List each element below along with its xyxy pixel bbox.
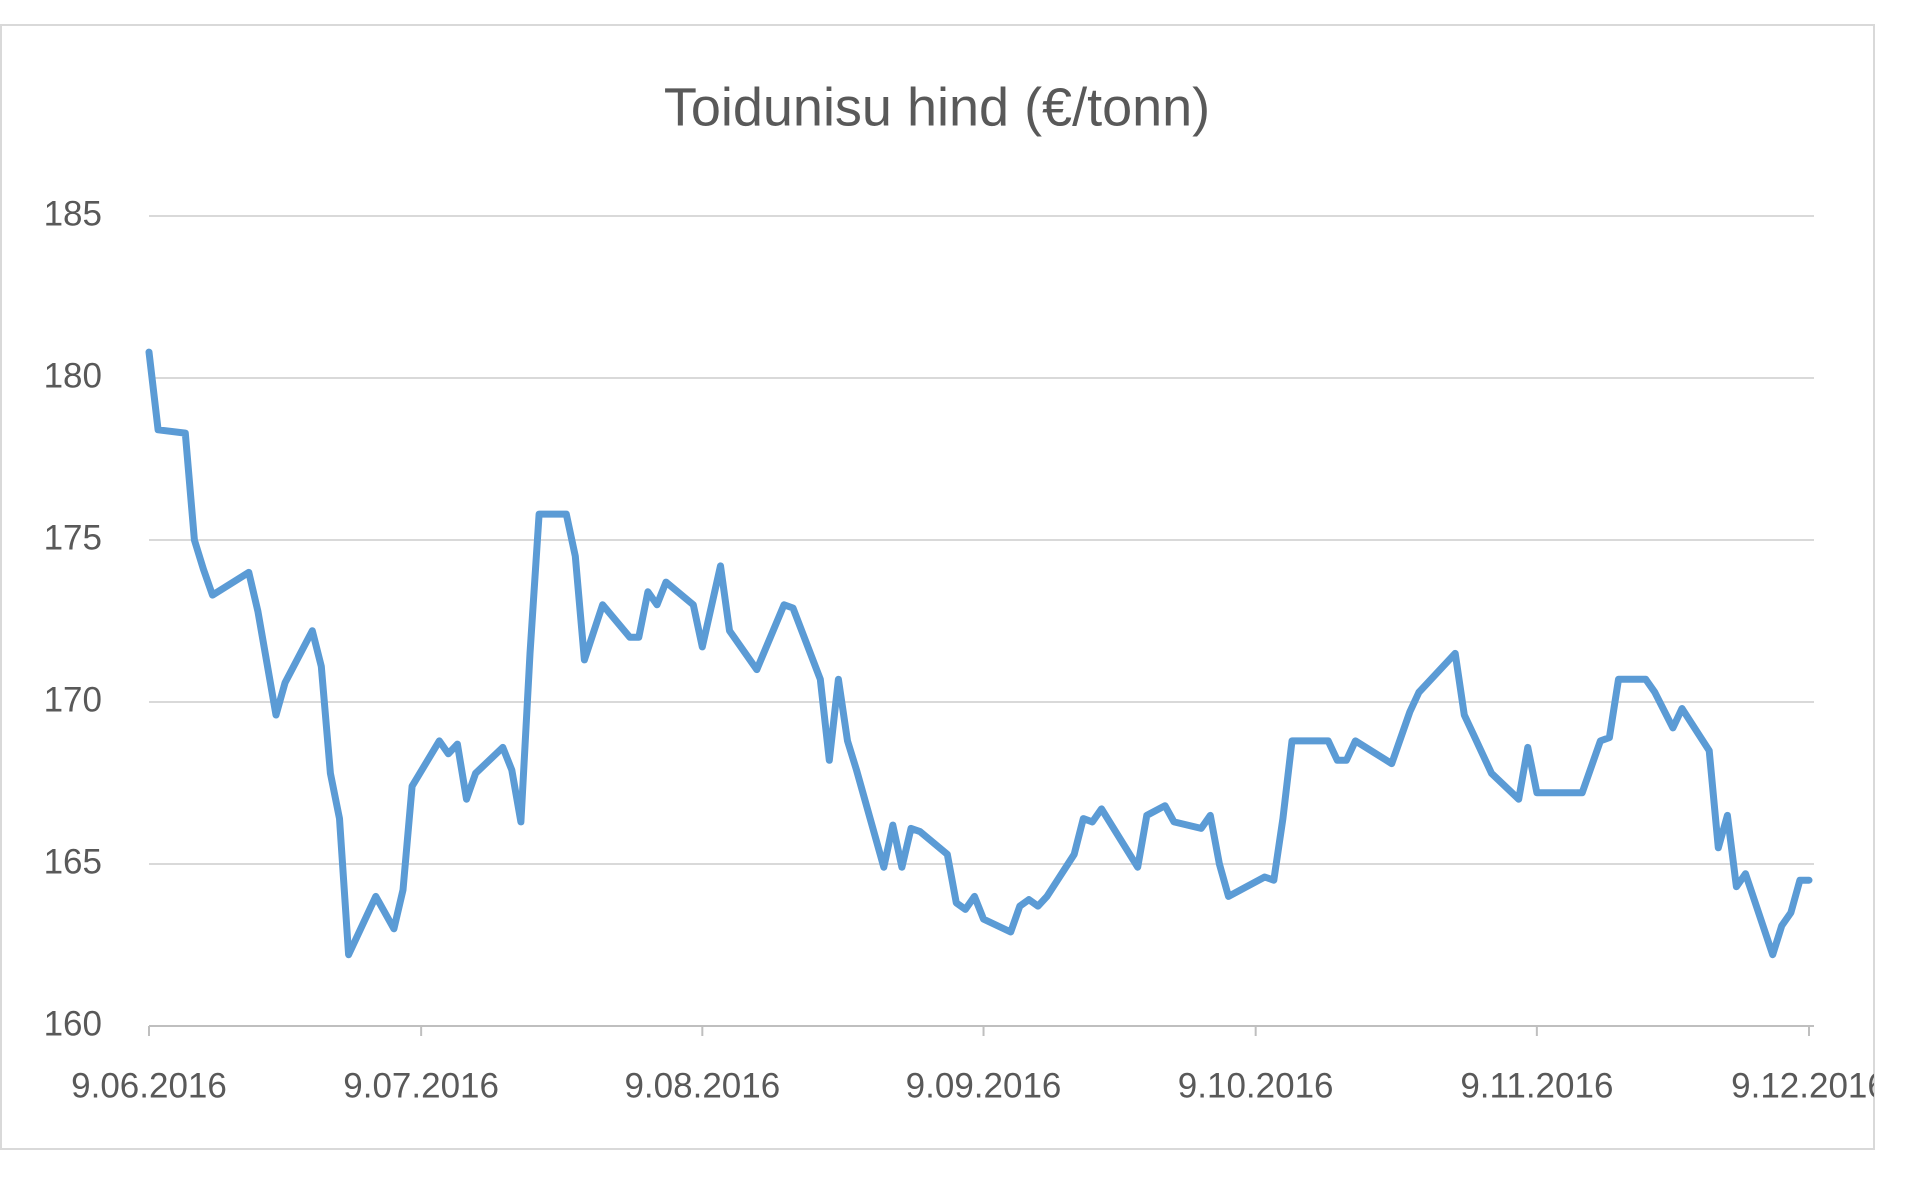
x-tick-label: 9.12.2016	[1731, 1066, 1887, 1105]
y-tick-label: 180	[44, 356, 102, 395]
y-tick-label: 175	[44, 518, 102, 557]
x-tick-label: 9.08.2016	[624, 1066, 780, 1105]
x-tick-label: 9.07.2016	[343, 1066, 499, 1105]
y-tick-label: 160	[44, 1004, 102, 1043]
y-tick-label: 170	[44, 680, 102, 719]
x-tick-label: 9.10.2016	[1178, 1066, 1334, 1105]
y-tick-label: 185	[44, 194, 102, 233]
y-tick-label: 165	[44, 842, 102, 881]
x-tick-label: 9.06.2016	[71, 1066, 227, 1105]
plot-area: Toidunisu hind (€/tonn) 160 165 170 175 180 1…	[44, 77, 1887, 1105]
x-tick-label: 9.11.2016	[1460, 1066, 1613, 1105]
chart-frame	[0, 24, 1875, 1150]
data-line	[145, 348, 1813, 959]
x-tick-label: 9.09.2016	[906, 1066, 1062, 1105]
chart-title: Toidunisu hind (€/tonn)	[664, 77, 1210, 137]
